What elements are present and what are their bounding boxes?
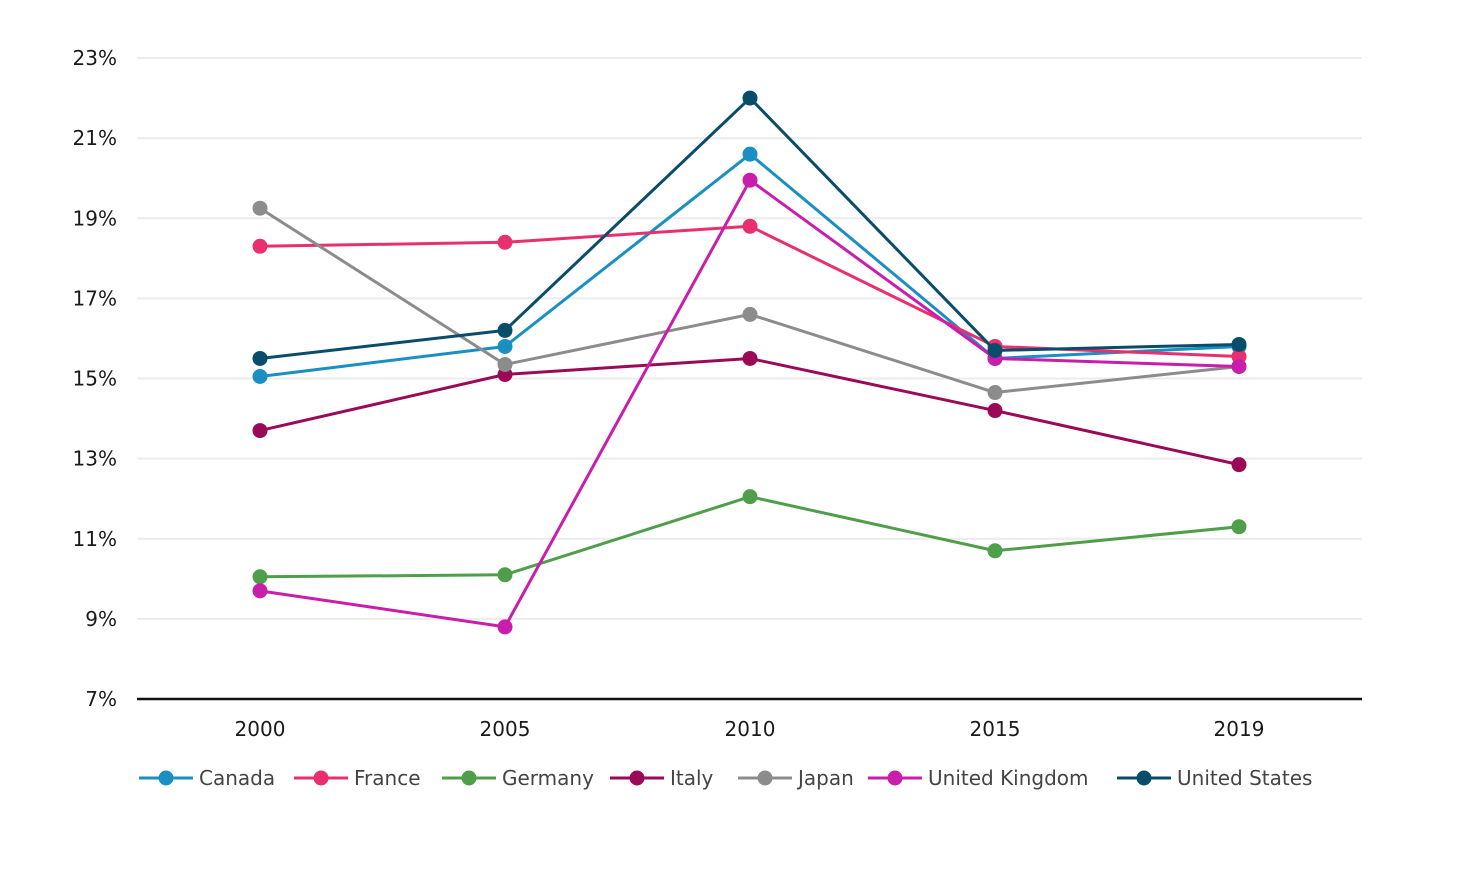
legend-item: Japan	[738, 766, 854, 790]
data-point	[252, 200, 268, 216]
data-point	[497, 356, 513, 372]
legend-item: Italy	[610, 766, 714, 790]
data-point	[987, 543, 1003, 559]
data-point	[252, 350, 268, 366]
y-tick-label: 9%	[85, 607, 117, 631]
data-point	[497, 338, 513, 354]
series-line	[259, 224, 1240, 358]
data-point	[1231, 457, 1247, 473]
legend-marker	[887, 770, 903, 786]
series-united-states	[252, 90, 1247, 366]
x-tick-label: 2015	[970, 717, 1021, 741]
legend-marker	[158, 770, 174, 786]
legend-item: France	[294, 766, 421, 790]
y-tick-label: 19%	[73, 206, 117, 230]
series-italy	[252, 350, 1247, 473]
data-point	[742, 218, 758, 234]
series-germany	[252, 489, 1247, 585]
legend-marker	[313, 770, 329, 786]
y-tick-label: 7%	[85, 687, 117, 711]
series-lines	[252, 90, 1247, 635]
legend-label: Italy	[670, 766, 714, 790]
data-point	[1231, 358, 1247, 374]
series-line	[259, 178, 1240, 629]
legend: Canada France Germany Italy Japan United King…	[139, 766, 1312, 790]
x-tick-label: 2010	[725, 717, 776, 741]
data-point	[497, 234, 513, 250]
series-line	[259, 495, 1240, 579]
y-tick-label: 15%	[73, 367, 117, 391]
x-tick-label: 2019	[1214, 717, 1265, 741]
data-point	[1231, 336, 1247, 352]
legend-label: United States	[1177, 766, 1312, 790]
data-point	[742, 172, 758, 188]
legend-marker	[1136, 770, 1152, 786]
legend-label: France	[354, 766, 421, 790]
data-point	[742, 306, 758, 322]
series-united-kingdom	[252, 172, 1247, 635]
y-tick-label: 23%	[73, 46, 117, 70]
data-point	[742, 350, 758, 366]
y-tick-label: 17%	[73, 286, 117, 310]
data-point	[497, 567, 513, 583]
legend-marker	[757, 770, 773, 786]
data-point	[252, 569, 268, 585]
y-tick-label: 13%	[73, 447, 117, 471]
data-point	[252, 368, 268, 384]
legend-marker	[629, 770, 645, 786]
legend-item: Canada	[139, 766, 275, 790]
legend-item: United Kingdom	[868, 766, 1089, 790]
legend-label: Germany	[502, 766, 594, 790]
data-point	[1231, 519, 1247, 535]
axes: 7% 9% 11% 13% 15% 17% 19% 21% 23% 2000 2005 2010 201…	[73, 46, 1362, 741]
legend-label: United Kingdom	[928, 766, 1089, 790]
data-point	[742, 90, 758, 106]
legend-item: United States	[1117, 766, 1312, 790]
data-point	[252, 238, 268, 254]
data-point	[742, 489, 758, 505]
data-point	[987, 403, 1003, 419]
gridlines	[137, 57, 1362, 620]
data-point	[252, 583, 268, 599]
legend-label: Canada	[199, 766, 275, 790]
data-point	[497, 619, 513, 635]
series-line	[259, 356, 1240, 467]
legend-label: Japan	[796, 766, 854, 790]
y-tick-label: 11%	[73, 527, 117, 551]
data-point	[742, 146, 758, 162]
legend-item: Germany	[442, 766, 594, 790]
legend-marker	[461, 770, 477, 786]
x-tick-label: 2005	[480, 717, 531, 741]
x-tick-label: 2000	[235, 717, 286, 741]
data-point	[252, 423, 268, 439]
data-point	[497, 322, 513, 338]
data-point	[987, 385, 1003, 401]
data-point	[987, 342, 1003, 358]
y-tick-label: 21%	[73, 126, 117, 150]
